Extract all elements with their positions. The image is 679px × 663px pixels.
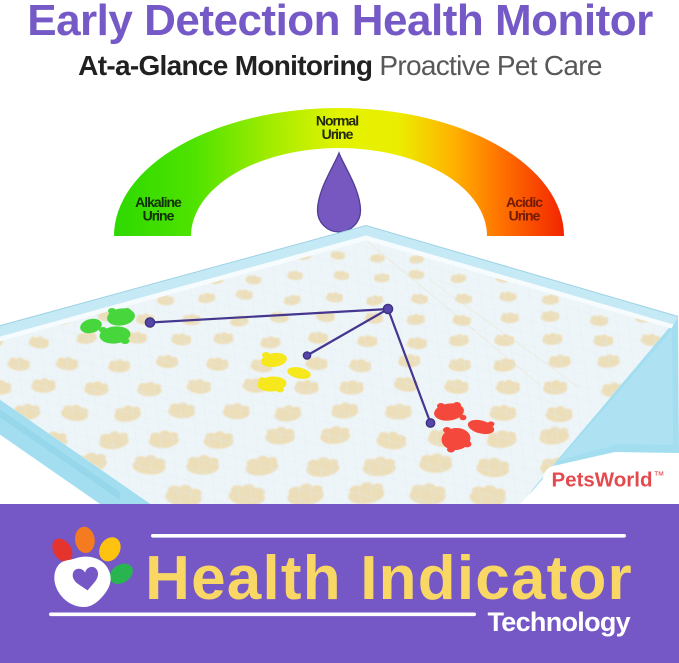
svg-text:Acidic: Acidic (506, 194, 543, 210)
svg-text:™: ™ (654, 470, 665, 482)
svg-text:Early Detection Health Monitor: Early Detection Health Monitor (27, 0, 653, 45)
svg-text:Health Indicator: Health Indicator (145, 544, 633, 613)
svg-text:Urine: Urine (322, 126, 354, 142)
svg-text:Alkaline: Alkaline (135, 194, 182, 210)
svg-text:Normal: Normal (316, 113, 358, 129)
svg-text:PetsWorld: PetsWorld (552, 469, 653, 492)
svg-text:Technology: Technology (487, 607, 630, 637)
svg-text:At-a-Glance Monitoring Proacti: At-a-Glance Monitoring Proactive Pet Car… (78, 50, 602, 81)
svg-text:Urine: Urine (509, 208, 541, 224)
svg-text:Urine: Urine (143, 208, 175, 224)
